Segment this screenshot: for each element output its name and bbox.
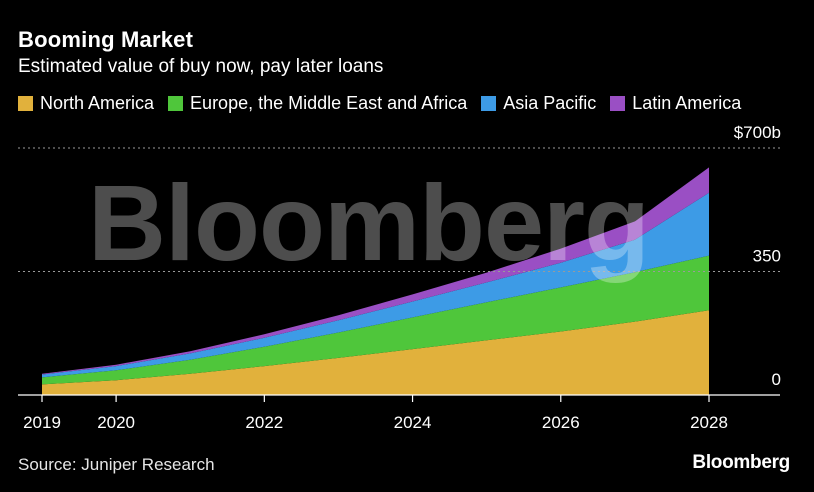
x-tick-label: 2028 — [690, 413, 728, 432]
y-tick-label: 0 — [772, 370, 781, 389]
x-tick-label: 2020 — [97, 413, 135, 432]
chart-title: Booming Market — [18, 27, 194, 52]
x-tick-label: 2026 — [542, 413, 580, 432]
area-layer — [42, 167, 709, 395]
x-tick-label: 2024 — [394, 413, 432, 432]
legend-swatch — [481, 96, 497, 111]
legend-label: North America — [40, 93, 155, 113]
y-axis-labels: $700b 350 0 — [734, 123, 781, 389]
x-tick-label: 2022 — [245, 413, 283, 432]
legend-item-north-america: North America — [18, 93, 154, 114]
legend-item-emea: Europe, the Middle East and Africa — [168, 93, 467, 114]
area-series-north-america — [42, 310, 709, 395]
legend-label: Asia Pacific — [503, 93, 597, 113]
legend-item-asia-pacific: Asia Pacific — [481, 93, 596, 114]
x-tick-label: 2019 — [23, 413, 61, 432]
legend: North America Europe, the Middle East an… — [18, 93, 755, 114]
legend-item-latin-america: Latin America — [610, 93, 741, 114]
y-tick-label: $700b — [734, 123, 781, 142]
gridlines — [18, 147, 780, 272]
legend-swatch — [610, 96, 626, 111]
area-series-europe-the-middle-east-and-africa — [42, 255, 709, 385]
brand-logo: Bloomberg — [692, 452, 790, 473]
legend-swatch — [18, 96, 33, 111]
y-tick-label: 350 — [753, 247, 781, 266]
legend-label: Latin America — [632, 93, 742, 113]
chart-subtitle: Estimated value of buy now, pay later lo… — [18, 56, 384, 77]
legend-swatch — [168, 96, 184, 111]
source-note: Source: Juniper Research — [18, 455, 215, 474]
legend-label: Europe, the Middle East and Africa — [190, 93, 468, 113]
x-axis-ticks: 2019 2020 2022 2024 2026 2028 — [23, 395, 728, 432]
